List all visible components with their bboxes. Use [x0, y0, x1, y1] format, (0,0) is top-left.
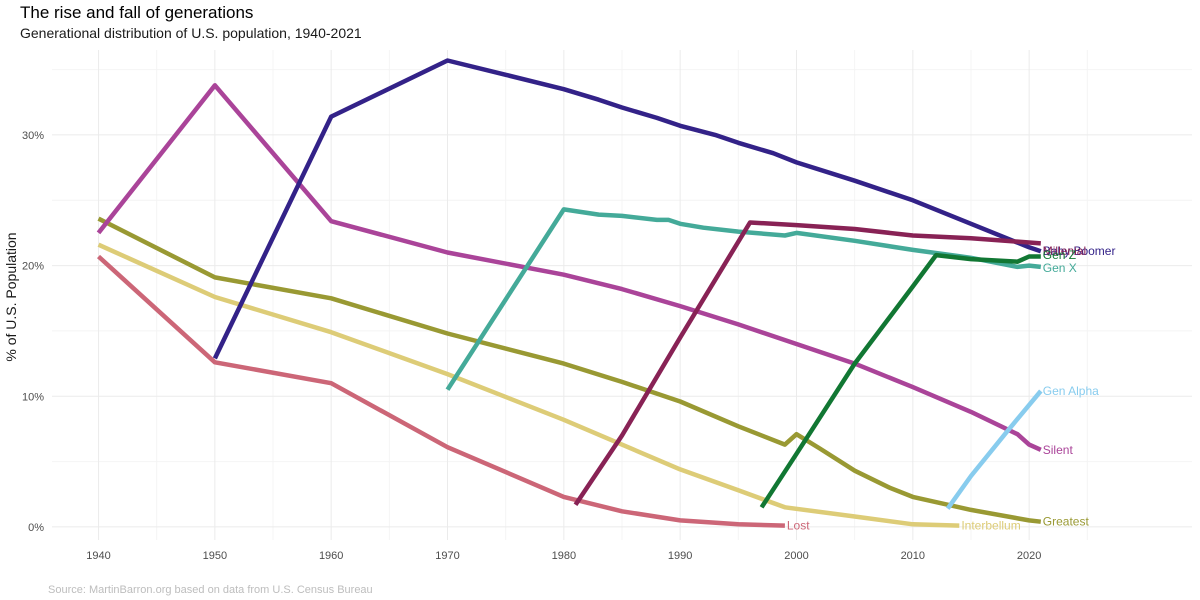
y-axis-title: % of U.S. Population — [3, 232, 19, 361]
series-label-lost: Lost — [787, 519, 810, 533]
series-label-interbellum: Interbellum — [961, 519, 1020, 533]
series-label-gen-x: Gen X — [1043, 261, 1077, 275]
y-tick-label: 30% — [22, 130, 44, 142]
y-tick-label: 0% — [28, 522, 44, 534]
series-line-millenial — [573, 220, 1041, 506]
x-tick-label: 1950 — [203, 550, 227, 562]
x-tick-label: 1980 — [552, 550, 576, 562]
x-tick-label: 1940 — [86, 550, 110, 562]
series-line-gen-z — [759, 252, 1041, 509]
series-line-gen-alpha — [945, 389, 1043, 510]
axes: 1940 1950 1960 1970 1980 1990 2000 2010 2020 0% 10… — [22, 130, 1041, 562]
series-line-lost — [96, 254, 785, 528]
chart-subtitle: Generational distribution of U.S. popula… — [20, 25, 362, 41]
series-label-gen-z: Gen Z — [1043, 248, 1076, 262]
x-tick-label: 2010 — [901, 550, 925, 562]
grid — [52, 50, 1192, 540]
series-label-millenial: Millenial — [1043, 244, 1086, 258]
x-tick-label: 2000 — [784, 550, 808, 562]
series-label-silent: Silent — [1043, 443, 1074, 457]
series-line-silent — [96, 83, 1042, 452]
x-tick-label: 1970 — [435, 550, 459, 562]
series-line-baby-boomer — [212, 58, 1042, 360]
series-label-baby-boomer: Baby Boomer — [1043, 244, 1116, 258]
series-line-interbellum — [97, 242, 960, 528]
x-tick-label: 2020 — [1017, 550, 1041, 562]
y-tick-label: 20% — [22, 261, 44, 273]
x-tick-label: 1990 — [668, 550, 692, 562]
x-tick-label: 1960 — [319, 550, 343, 562]
series-line-greatest — [97, 216, 1042, 524]
y-tick-label: 10% — [22, 391, 44, 403]
series-label-greatest: Greatest — [1043, 515, 1090, 529]
series-label-gen-alpha: Gen Alpha — [1043, 384, 1099, 398]
series-labels: Lost Interbellum Greatest Silent Baby Boomer… — [787, 244, 1116, 532]
series-lines — [96, 58, 1043, 528]
chart-title: The rise and fall of generations — [20, 3, 253, 22]
chart-caption: Source: MartinBarron.org based on data f… — [48, 584, 373, 596]
